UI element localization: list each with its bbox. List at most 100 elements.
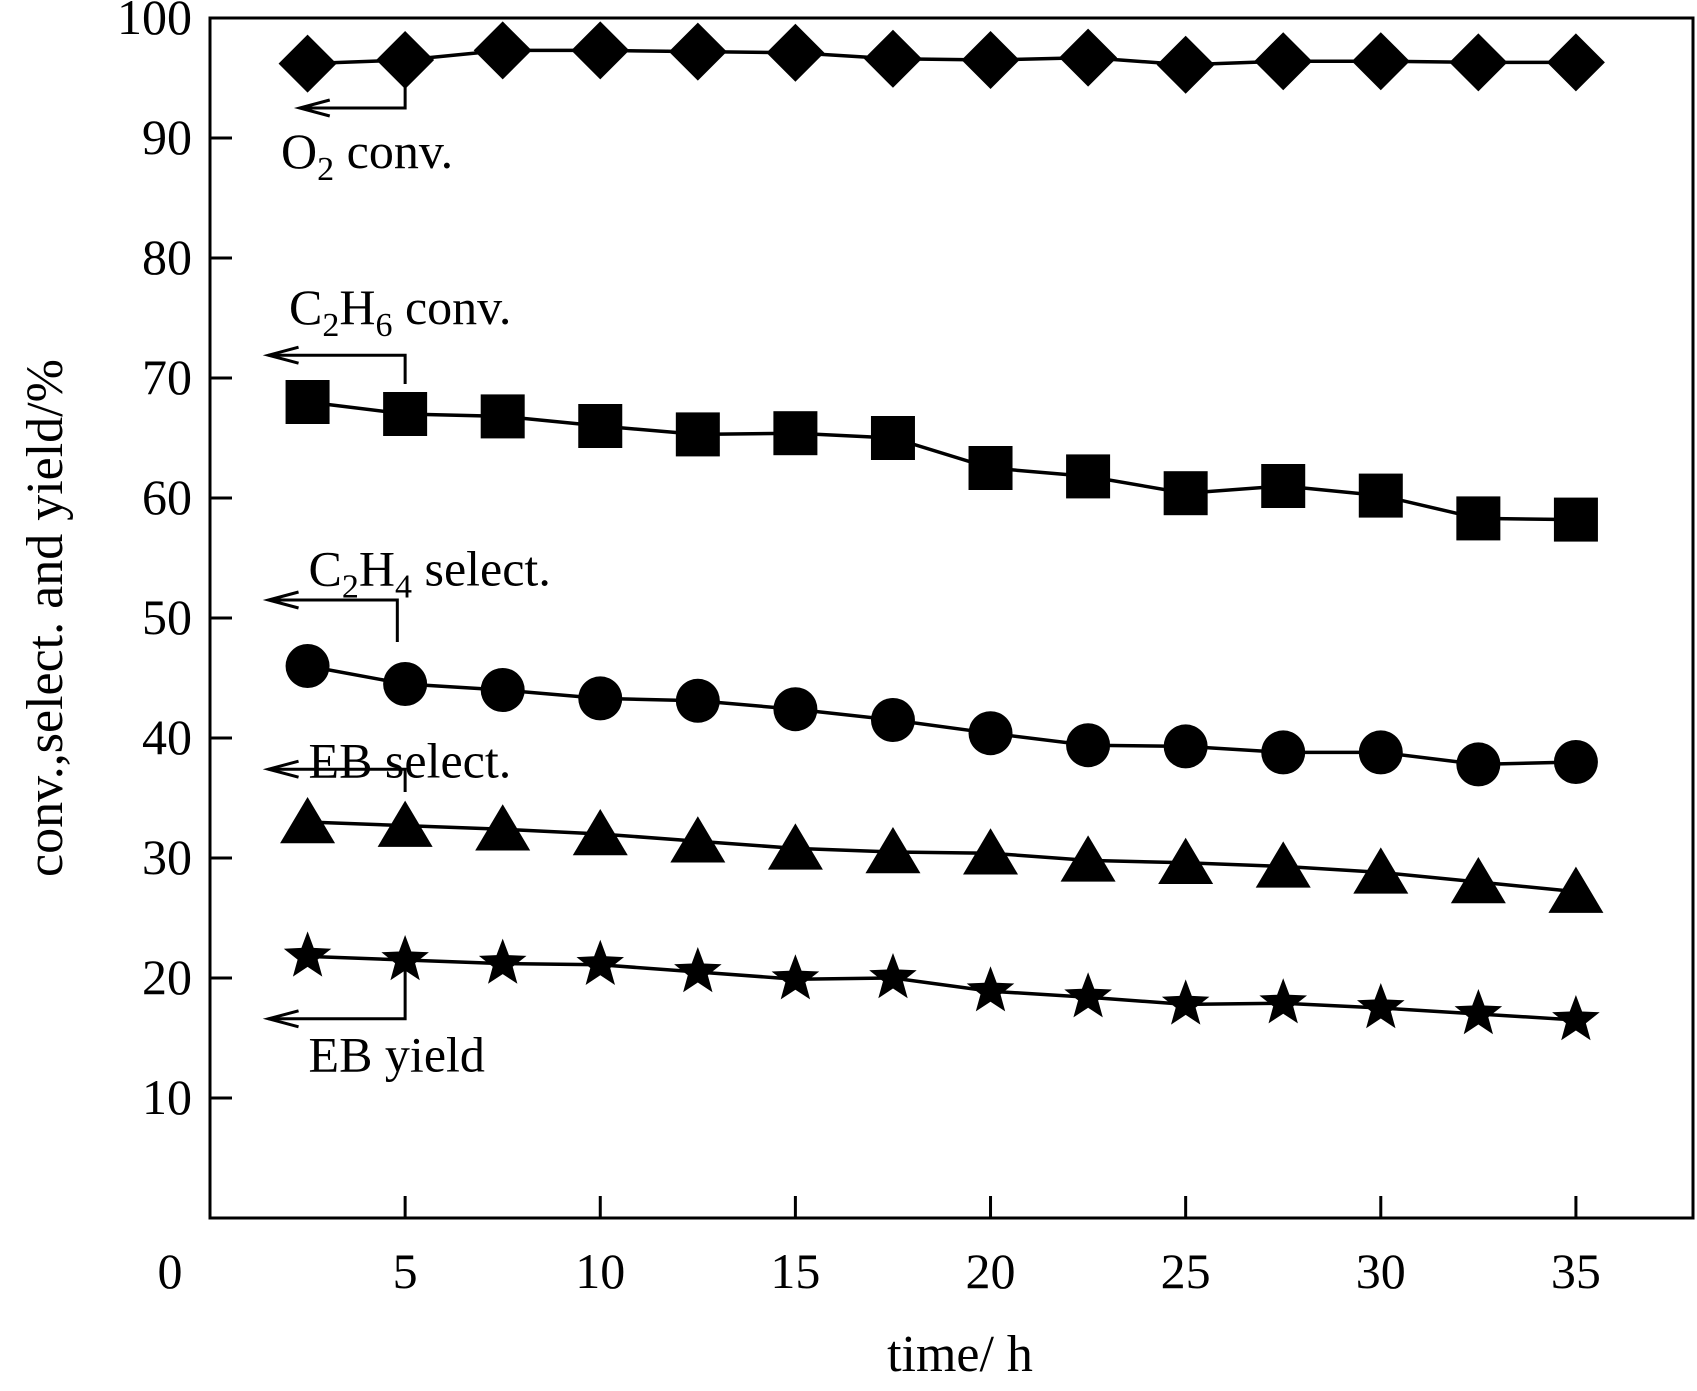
annotation-arrow — [268, 598, 399, 642]
diamond-point — [1546, 33, 1605, 92]
annotation-label: O2 conv. — [281, 123, 453, 188]
y-tick-label: 20 — [142, 949, 192, 1005]
triangle-point — [767, 823, 823, 870]
star-point — [576, 939, 624, 985]
triangle-point — [670, 816, 726, 863]
square-point — [578, 404, 623, 448]
series-o2 — [278, 21, 1605, 94]
series-c2h4 — [285, 644, 1598, 787]
annotation-label: C2H4 select. — [309, 541, 551, 606]
square-point — [1163, 471, 1208, 516]
star-point — [381, 935, 429, 981]
triangle-point — [280, 797, 336, 844]
triangle-point — [475, 804, 531, 851]
x-tick-label: 10 — [575, 1243, 625, 1299]
diamond-point — [1156, 35, 1215, 94]
y-axis: 10 20 30 40 50 60 70 80 90 100 — [117, 0, 232, 1125]
x-tick-label: 35 — [1551, 1243, 1601, 1299]
y-tick-label: 100 — [117, 0, 192, 45]
circle-point — [480, 668, 525, 712]
x-tick-label: 30 — [1356, 1243, 1406, 1299]
x-tick-label: 25 — [1161, 1243, 1211, 1299]
y-tick-label: 50 — [142, 589, 192, 645]
circle-point — [1358, 730, 1403, 775]
triangle-point — [1548, 866, 1604, 913]
diamond-point — [1449, 33, 1508, 92]
diamond-point — [961, 31, 1020, 89]
circle-point — [968, 711, 1013, 756]
y-tick-label: 60 — [142, 469, 192, 525]
square-point — [1066, 454, 1111, 499]
diamond-point — [1351, 32, 1410, 91]
circle-point — [383, 662, 428, 706]
annotation-arrow — [268, 353, 407, 384]
diamond-point — [1059, 28, 1118, 87]
annotation-eb_yield: EB yield — [262, 960, 485, 1083]
triangle-point — [1060, 835, 1116, 882]
star-point — [966, 966, 1015, 1012]
square-point — [285, 380, 330, 424]
diamond-point — [668, 22, 727, 81]
circle-point — [578, 676, 623, 721]
diamond-point — [278, 34, 337, 93]
series-eb_yield — [283, 931, 1600, 1041]
y-axis-title: conv.,select. and yield/% — [17, 359, 74, 877]
arrow-head — [262, 759, 299, 779]
star-point — [1064, 972, 1112, 1018]
star-point — [1259, 978, 1307, 1024]
x-tick-label: 20 — [966, 1243, 1016, 1299]
annotation-label: C2H6 conv. — [289, 279, 511, 344]
x-axis: 0 5 10 15 20 25 30 35 — [158, 1196, 1601, 1299]
star-point — [283, 931, 332, 977]
star-point — [1161, 979, 1210, 1025]
square-point — [1456, 496, 1501, 541]
y-tick-label: 90 — [142, 109, 192, 165]
circle-point — [1456, 742, 1501, 787]
y-tick-label: 40 — [142, 709, 192, 765]
star-point — [478, 938, 527, 984]
series-c2h6 — [285, 380, 1598, 542]
square-point — [1261, 464, 1306, 508]
x-tick-label: 0 — [158, 1243, 183, 1299]
square-point — [480, 394, 525, 439]
triangle-point — [1353, 847, 1409, 894]
arrow-head — [262, 590, 299, 610]
triangle-point — [377, 800, 433, 847]
circle-point — [285, 644, 330, 688]
diamond-point — [1254, 32, 1313, 91]
triangle-point — [1450, 857, 1506, 904]
square-point — [675, 412, 720, 457]
star-point — [1357, 983, 1405, 1029]
y-tick-label: 10 — [142, 1069, 192, 1125]
diamond-point — [473, 21, 532, 80]
annotation-eb_select: EB select. — [262, 733, 511, 792]
y-tick-label: 30 — [142, 829, 192, 885]
x-tick-label: 15 — [770, 1243, 820, 1299]
annotations-group: O2 conv. C2H6 conv. C2H4 select. EB select.… — [262, 60, 551, 1083]
annotation-arrow — [299, 60, 407, 110]
circle-point — [1163, 724, 1208, 769]
series-line-eb_select — [307, 820, 1577, 894]
star-point — [1454, 989, 1503, 1035]
star-point — [771, 954, 820, 1000]
square-point — [773, 411, 818, 456]
triangle-point — [572, 809, 628, 856]
circle-point — [870, 698, 915, 742]
annotation-c2h6: C2H6 conv. — [262, 279, 511, 384]
square-point — [870, 416, 915, 460]
annotation-c2h4: C2H4 select. — [262, 541, 551, 642]
annotation-arrow — [268, 960, 407, 1021]
annotation-label: EB yield — [309, 1027, 485, 1083]
series-group — [278, 21, 1605, 1041]
x-tick-label: 5 — [393, 1243, 418, 1299]
circle-point — [1553, 740, 1598, 784]
annotation-o2: O2 conv. — [281, 60, 453, 188]
star-point — [1552, 995, 1600, 1041]
diamond-point — [863, 29, 922, 88]
circle-point — [675, 678, 720, 723]
square-point — [1553, 497, 1598, 542]
arrow-head — [293, 98, 331, 118]
x-axis-title: time/ h — [887, 1326, 1033, 1383]
y-tick-label: 80 — [142, 229, 192, 285]
square-point — [1358, 473, 1403, 518]
